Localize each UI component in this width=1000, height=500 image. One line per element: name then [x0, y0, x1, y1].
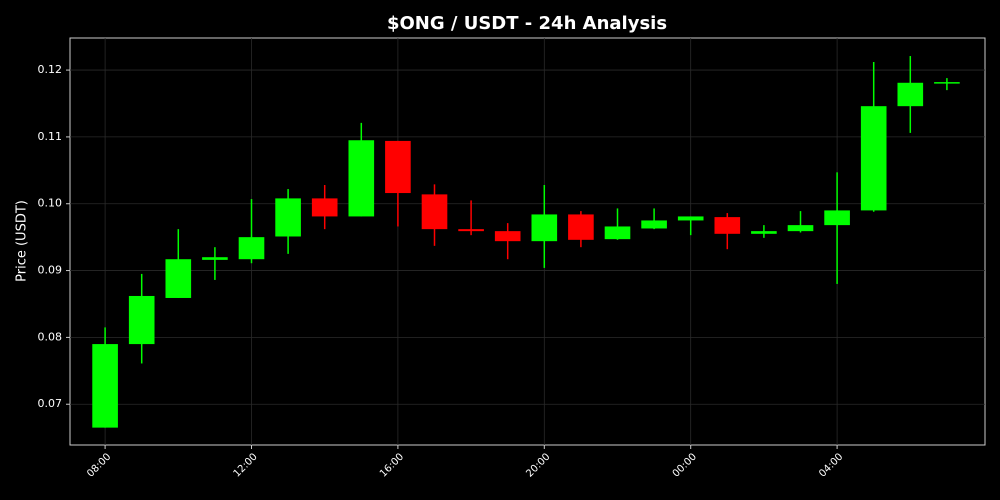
candle-body — [385, 140, 411, 194]
candle-body — [238, 237, 265, 260]
candle-body — [677, 216, 704, 221]
x-tick-label: 12:00 — [232, 451, 260, 479]
candle-body — [568, 214, 594, 240]
x-tick-label: 04:00 — [817, 451, 845, 479]
candle-body — [92, 344, 118, 428]
candle-body — [641, 220, 667, 229]
candle-body — [604, 226, 631, 240]
candle-body — [202, 257, 228, 260]
candle-body — [531, 214, 558, 242]
candle-body — [860, 106, 887, 211]
y-tick-label: 0.08 — [38, 330, 63, 343]
chart-title: $ONG / USDT - 24h Analysis — [387, 13, 667, 34]
candle-body — [458, 229, 484, 232]
y-tick-label: 0.09 — [38, 264, 63, 277]
y-tick-label: 0.10 — [38, 197, 63, 210]
candle-body — [275, 198, 301, 237]
x-tick-label: 16:00 — [378, 451, 406, 479]
candle-body — [714, 217, 741, 234]
candle-body — [311, 198, 338, 217]
candle-body — [421, 194, 448, 230]
plot-frame — [69, 37, 986, 446]
candle-body — [128, 295, 155, 345]
candle-body — [494, 231, 521, 242]
y-tick-label: 0.11 — [38, 130, 63, 143]
candle-body — [824, 210, 850, 226]
candle-body — [348, 140, 375, 217]
x-tick-label: 00:00 — [671, 451, 699, 479]
y-axis-label: Price (USDT) — [15, 200, 30, 282]
x-tick-label: 08:00 — [85, 451, 113, 479]
candle-body — [165, 259, 192, 298]
candle-body — [934, 82, 960, 84]
candle-body — [897, 82, 924, 107]
candle-body — [787, 225, 814, 232]
candle-body — [751, 231, 777, 234]
y-tick-label: 0.07 — [38, 397, 63, 410]
y-tick-label: 0.12 — [38, 63, 63, 76]
x-tick-label: 20:00 — [524, 451, 552, 479]
